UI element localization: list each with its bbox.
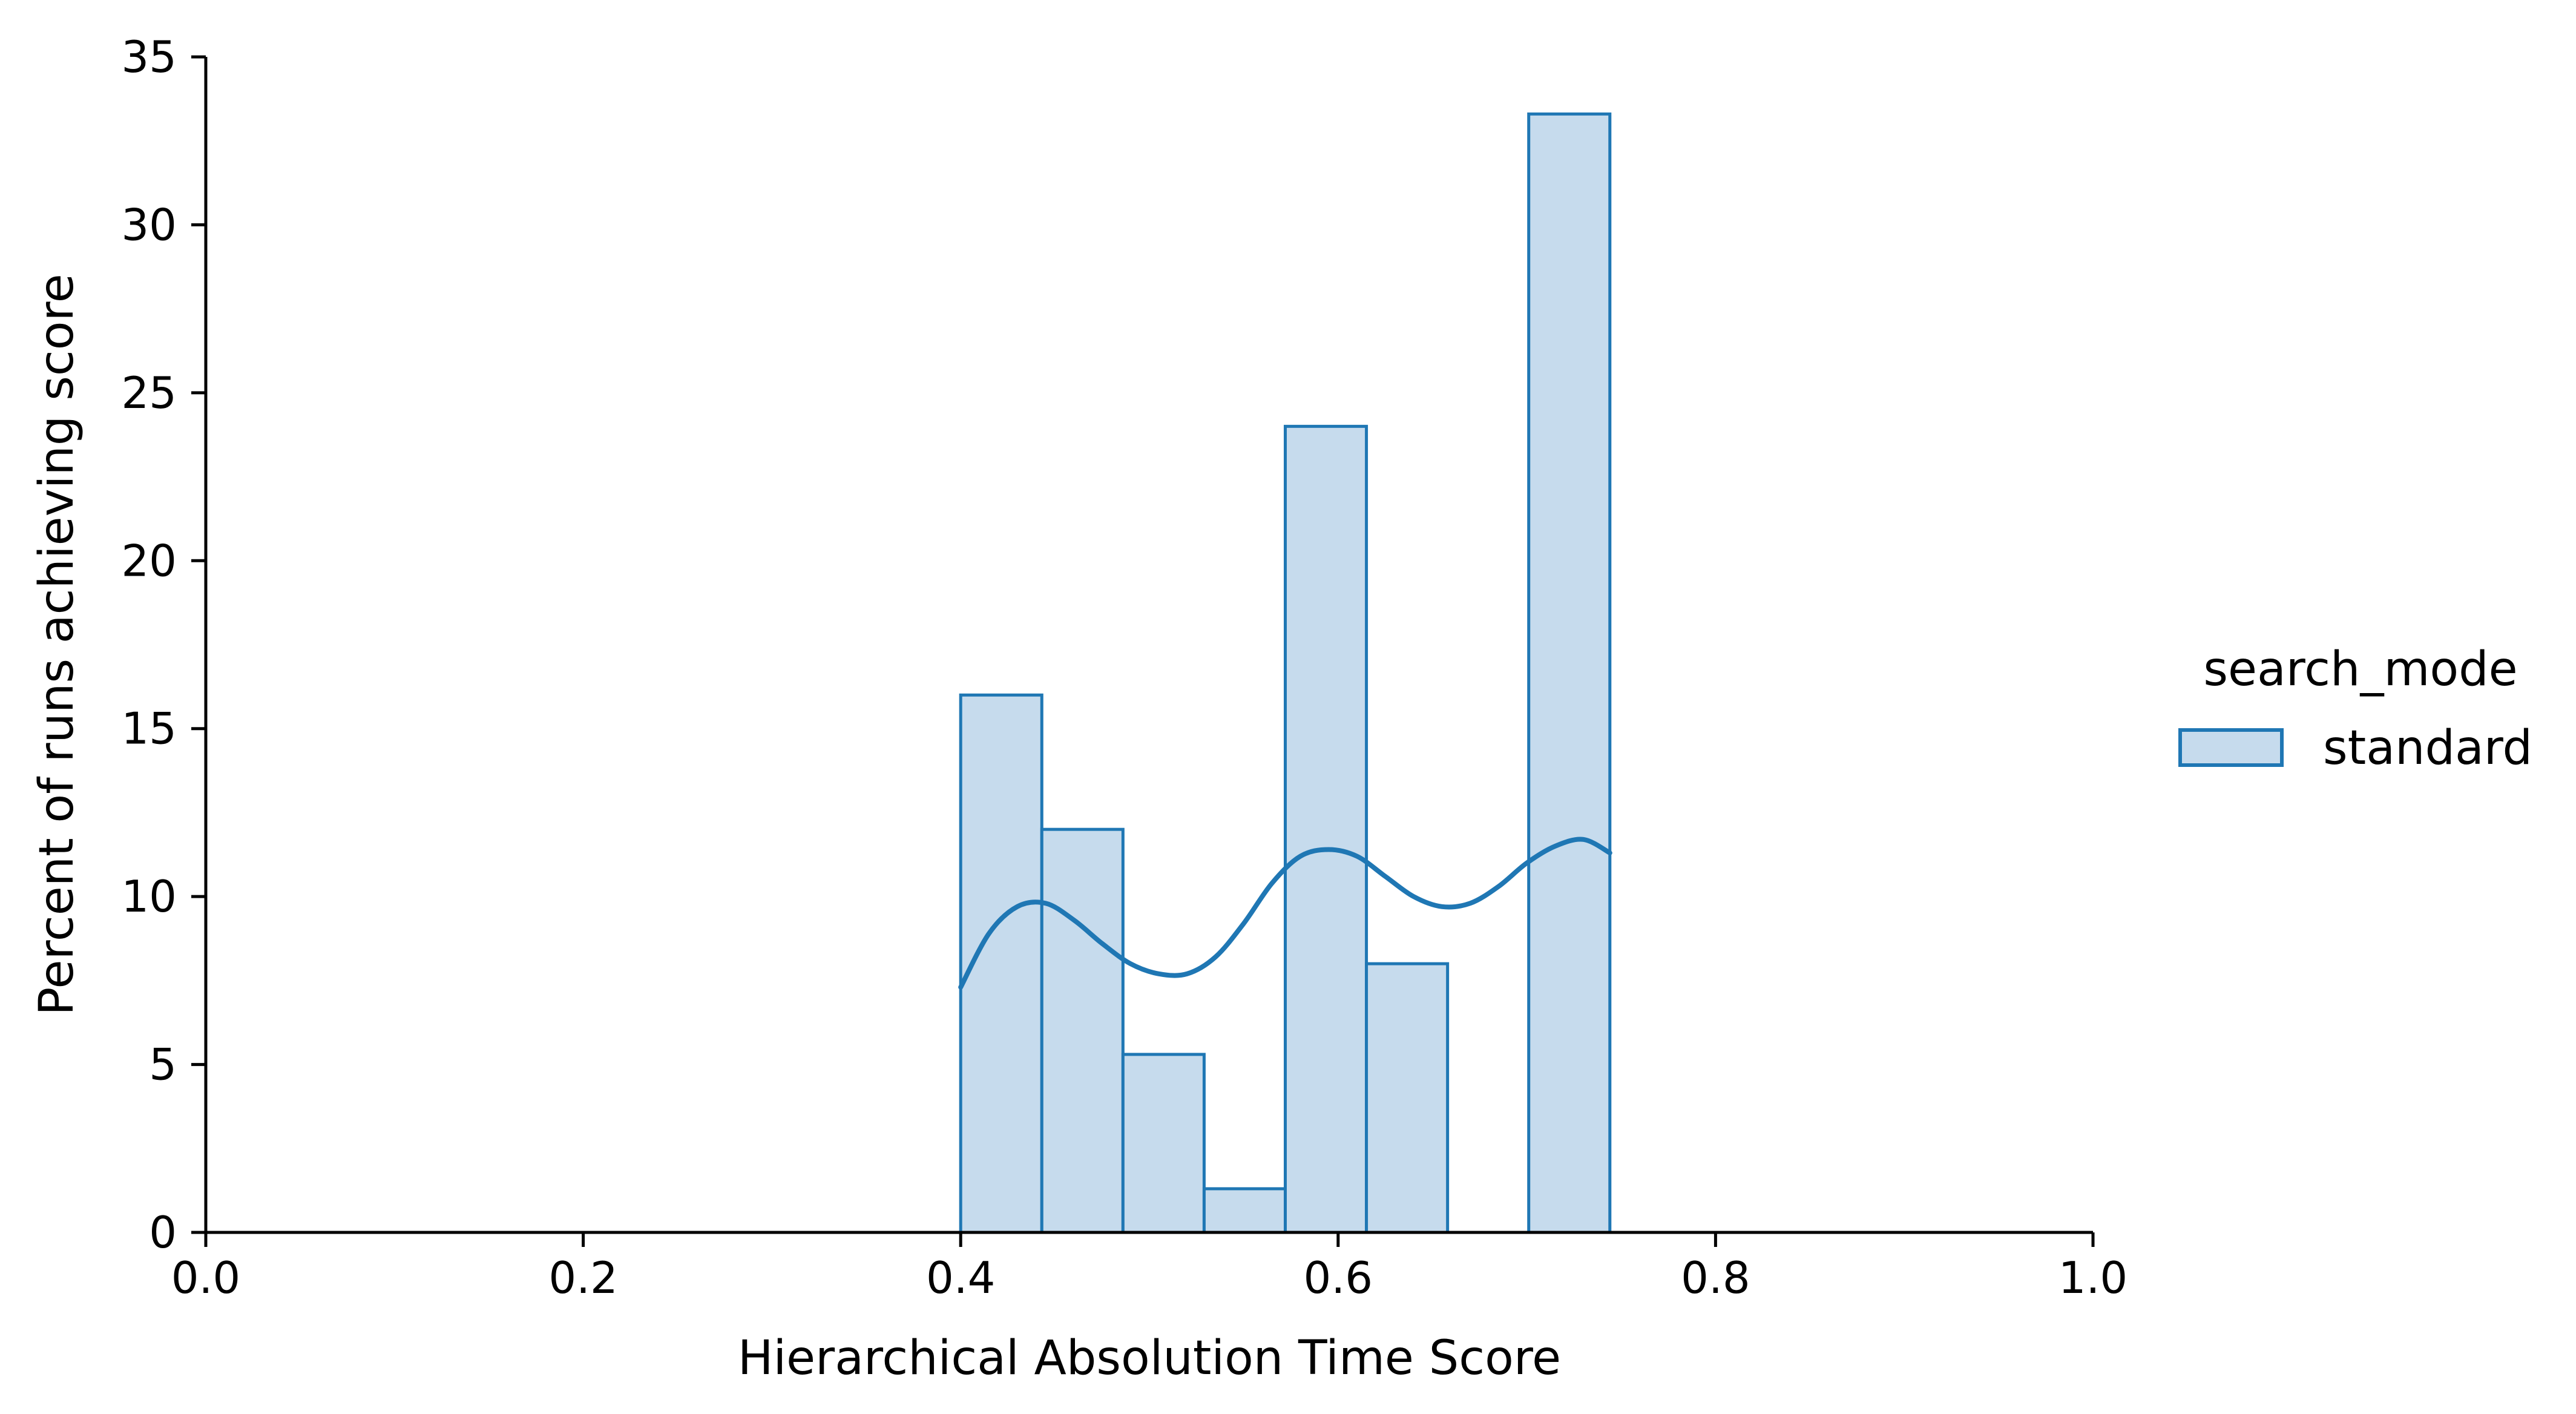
legend-swatch-standard <box>2178 728 2284 767</box>
histogram-bar <box>1527 112 1612 1234</box>
x-tick-label: 0.0 <box>171 1252 241 1303</box>
y-tick-label: 0 <box>149 1207 177 1258</box>
y-tick-label: 30 <box>121 199 177 250</box>
x-tick-label: 0.8 <box>1681 1252 1750 1303</box>
x-tick-label: 1.0 <box>2058 1252 2128 1303</box>
x-axis-title: Hierarchical Absolution Time Score <box>738 1331 1561 1386</box>
histogram-bar <box>1202 1187 1287 1234</box>
y-tick-label: 25 <box>121 367 177 418</box>
y-tick-label: 10 <box>121 871 177 922</box>
y-tick-label: 5 <box>149 1039 177 1090</box>
legend-title: search_mode <box>2203 642 2517 697</box>
histogram-bars <box>959 112 1612 1234</box>
x-tick-label: 0.4 <box>926 1252 996 1303</box>
histogram-bar <box>1365 962 1450 1234</box>
histogram-bar <box>1121 1053 1206 1234</box>
y-tick-label: 20 <box>121 535 177 586</box>
y-tick-label: 15 <box>121 703 177 754</box>
legend: search_mode standard <box>2178 642 2532 775</box>
histogram-bar <box>1040 827 1125 1234</box>
kde-curve <box>958 837 1612 990</box>
legend-label-standard: standard <box>2323 721 2532 775</box>
y-axis-ticks: 0 5 10 15 20 25 30 35 <box>121 31 206 1258</box>
x-tick-label: 0.6 <box>1304 1252 1373 1303</box>
x-axis-ticks: 0.0 0.2 0.4 0.6 0.8 1.0 <box>171 1232 2128 1303</box>
y-tick-label: 35 <box>121 31 177 82</box>
histogram-bar <box>1283 424 1368 1234</box>
x-tick-label: 0.2 <box>548 1252 618 1303</box>
y-axis-title: Percent of runs achieving score <box>30 274 84 1016</box>
